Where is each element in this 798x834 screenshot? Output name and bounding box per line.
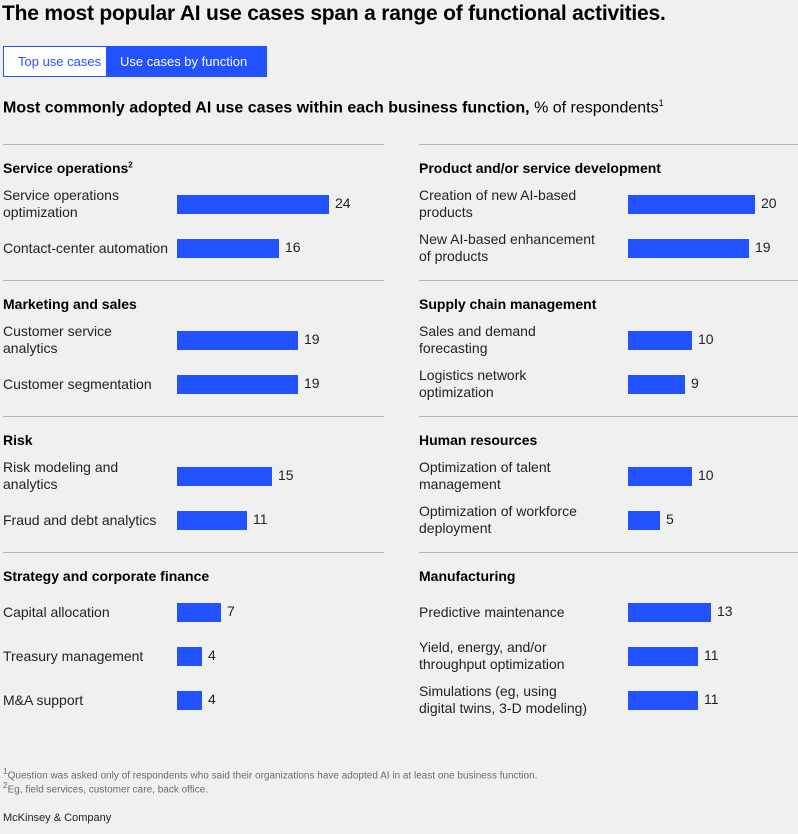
bar-value-label: 5 [666,511,674,527]
bar-label: Contact-center automation [3,239,168,256]
bar-value-label: 24 [335,195,351,211]
bar [628,510,660,530]
footnote-1-ref: 1 [3,766,8,776]
subtitle-footnote-ref: 1 [658,98,664,108]
tab-top-use-cases[interactable]: Top use cases [4,47,106,76]
section-title-marketing-and-sales: Marketing and sales [3,296,137,312]
tab-use-cases-by-function[interactable]: Use cases by function [106,47,266,76]
section-divider [3,280,384,281]
section-title-service-operations: Service operations2 [3,160,133,176]
bar-value-label: 20 [761,195,777,211]
bar [628,238,749,258]
brand-name: McKinsey & Company [3,812,112,824]
bar-label: New AI-based enhancement of products [419,231,595,264]
bar-label: Yield, energy, and/or throughput optimiz… [419,639,565,672]
section-title-supply-chain-management: Supply chain management [419,296,597,312]
bar [177,602,221,622]
section-footnote-ref: 2 [128,160,133,170]
bar-label: Customer segmentation [3,375,152,392]
section-title-strategy-and-corporate-finance: Strategy and corporate finance [3,568,210,584]
bar [177,374,298,394]
bar-value-label: 15 [278,467,294,483]
bar-value-label: 11 [704,691,719,707]
bar-value-label: 10 [698,331,714,347]
bar-value-label: 11 [704,647,719,663]
bar [628,374,685,394]
bar-value-label: 11 [253,511,268,527]
section-divider [3,552,384,553]
footnote-2-text: Eg, field services, customer care, back … [7,784,209,796]
section-divider [419,144,798,145]
section-title-human-resources: Human resources [419,432,538,448]
section-title-product-and-or-service-development: Product and/or service development [419,160,661,176]
bar [177,238,279,258]
bar [177,510,247,530]
footnote-2-ref: 2 [3,780,8,790]
bar [628,330,692,350]
section-divider [3,416,384,417]
bar-label: Capital allocation [3,603,110,620]
bar-label: Customer service analytics [3,323,112,356]
bar-value-label: 19 [304,331,320,347]
bar-label: Risk modeling and analytics [3,459,119,492]
bar-value-label: 10 [698,467,714,483]
subtitle-bold: Most commonly adopted AI use cases withi… [3,99,530,117]
bar-value-label: 19 [304,375,320,391]
section-divider [419,280,798,281]
chart-subtitle: Most commonly adopted AI use cases withi… [3,98,664,117]
bar [628,602,711,622]
bar-value-label: 16 [285,239,301,255]
footnote-1-text: Question was asked only of respondents w… [7,770,538,782]
subtitle-unit: % of respondents [529,99,659,117]
footnote-2: 2Eg, field services, customer care, back… [3,780,208,795]
bar [628,194,755,214]
footnote-1: 1Question was asked only of respondents … [3,766,537,781]
bar [628,690,698,710]
bar-label: M&A support [3,691,84,708]
bar [628,466,692,486]
bar-value-label: 4 [208,691,216,707]
section-divider [419,552,798,553]
bar-value-label: 9 [691,375,699,391]
bar-label: Treasury management [3,647,144,664]
bar-label: Service operations optimization [3,187,119,220]
chart-title: The most popular AI use cases span a ran… [2,2,666,25]
bar [628,646,698,666]
bar-value-label: 4 [208,647,216,663]
section-divider [3,144,384,145]
bar [177,646,202,666]
bar [177,194,329,214]
bar-value-label: 7 [227,603,235,619]
section-title-manufacturing: Manufacturing [419,568,516,584]
bar-label: Predictive maintenance [419,603,565,620]
bar-label: Simulations (eg, using digital twins, 3-… [419,683,588,716]
tab-bar: Top use cases Use cases by function [3,46,267,77]
bar-label: Optimization of talent management [419,459,551,492]
bar-value-label: 19 [755,239,771,255]
bar-label: Optimization of workforce deployment [419,503,577,536]
section-title-risk: Risk [3,432,33,448]
bar-label: Creation of new AI-based products [419,187,577,220]
bar-label: Fraud and debt analytics [3,511,157,528]
bar [177,690,202,710]
bar [177,466,272,486]
bar [177,330,298,350]
bar-label: Sales and demand forecasting [419,323,536,356]
bar-value-label: 13 [717,603,733,619]
section-divider [419,416,798,417]
bar-label: Logistics network optimization [419,367,527,400]
